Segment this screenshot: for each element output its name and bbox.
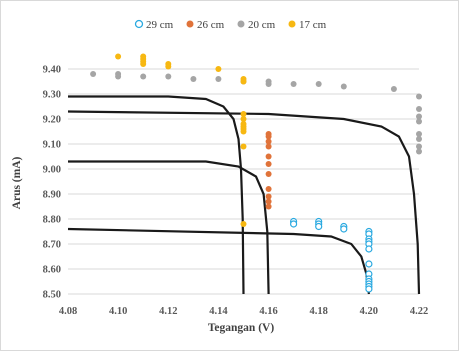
point-20-cm (390, 86, 397, 92)
point-26-cm (265, 198, 272, 205)
point-26-cm (265, 133, 272, 140)
point-20-cm (215, 76, 222, 82)
legend: 29 cm 26 cm 20 cm 17 cm (134, 19, 327, 31)
point-17-cm (165, 63, 172, 70)
legend-label: 26 cm (197, 19, 225, 31)
point-26-cm (265, 203, 272, 210)
y-tick-label: 9.20 (43, 115, 61, 126)
point-20-cm (340, 83, 347, 90)
y-tick-label: 8.80 (43, 215, 61, 226)
point-29-cm (315, 222, 323, 231)
point-20-cm (165, 73, 172, 80)
x-tick-label: 4.22 (410, 306, 428, 317)
fit-curve (67, 227, 370, 295)
point-20-cm (416, 148, 422, 155)
legend-marker (186, 20, 194, 28)
point-20-cm (140, 73, 147, 80)
legend-marker (237, 20, 245, 28)
legend-marker (134, 19, 144, 29)
y-axis-title: Arus (mA) (11, 156, 23, 209)
point-29-cm (365, 260, 373, 268)
x-tick-label: 4.10 (109, 306, 127, 317)
point-17-cm (240, 128, 247, 135)
x-tick-label: 4.08 (59, 306, 77, 317)
fit-curve (68, 95, 245, 295)
y-tick-label: 8.50 (43, 290, 61, 301)
y-tick-label: 8.60 (43, 265, 61, 276)
point-26-cm (265, 161, 272, 167)
point-20-cm (115, 73, 122, 80)
point-29-cm (365, 245, 373, 253)
y-tick-label: 8.90 (43, 190, 61, 201)
point-20-cm (416, 113, 422, 120)
legend-marker (288, 20, 296, 28)
point-20-cm (315, 81, 322, 87)
point-26-cm (265, 153, 272, 160)
point-26-cm (265, 143, 272, 150)
legend-label: 29 cm (146, 19, 174, 31)
point-20-cm (416, 106, 422, 112)
y-tick-label: 9.30 (43, 90, 61, 101)
point-17-cm (240, 116, 247, 122)
point-20-cm (416, 131, 422, 137)
point-29-cm (365, 285, 373, 293)
point-20-cm (190, 76, 197, 82)
y-tick-label: 9.00 (43, 165, 61, 176)
point-20-cm (416, 93, 422, 100)
point-20-cm (416, 118, 422, 125)
point-17-cm (240, 78, 247, 85)
x-tick-label: 4.16 (259, 306, 277, 317)
data-points (90, 53, 422, 293)
legend-label: 17 cm (299, 19, 327, 31)
fit-curve (67, 110, 421, 295)
x-tick-label: 4.12 (159, 306, 177, 317)
y-tick-label: 8.70 (43, 240, 61, 251)
point-29-cm (290, 220, 298, 228)
point-26-cm (265, 138, 272, 145)
point-20-cm (416, 143, 422, 150)
point-20-cm (290, 81, 297, 87)
point-26-cm (265, 171, 272, 177)
point-17-cm (215, 66, 222, 72)
point-20-cm (416, 136, 422, 142)
point-17-cm (240, 111, 247, 117)
point-20-cm (90, 71, 97, 77)
fit-curve (68, 160, 270, 295)
point-29-cm (340, 225, 348, 233)
y-tick-labels: 8.50 8.60 8.70 8.80 8.90 9.00 9.10 9.20 9.30 9.40 (43, 65, 61, 301)
point-17-cm (240, 143, 247, 150)
legend-label: 20 cm (248, 19, 276, 31)
x-tick-label: 4.20 (360, 306, 378, 317)
point-20-cm (265, 81, 272, 87)
point-26-cm (265, 193, 272, 200)
point-17-cm (240, 221, 247, 227)
point-26-cm (265, 186, 272, 192)
x-tick-label: 4.18 (310, 306, 328, 317)
y-tick-label: 9.40 (43, 65, 61, 76)
x-tick-labels: 4.08 4.10 4.12 4.14 4.16 4.18 4.20 4.22 (59, 306, 428, 317)
y-tick-label: 9.10 (43, 140, 61, 151)
point-17-cm (140, 61, 147, 67)
x-tick-label: 4.14 (209, 306, 228, 317)
x-axis-title: Tegangan (V) (208, 322, 275, 334)
point-17-cm (115, 53, 122, 60)
